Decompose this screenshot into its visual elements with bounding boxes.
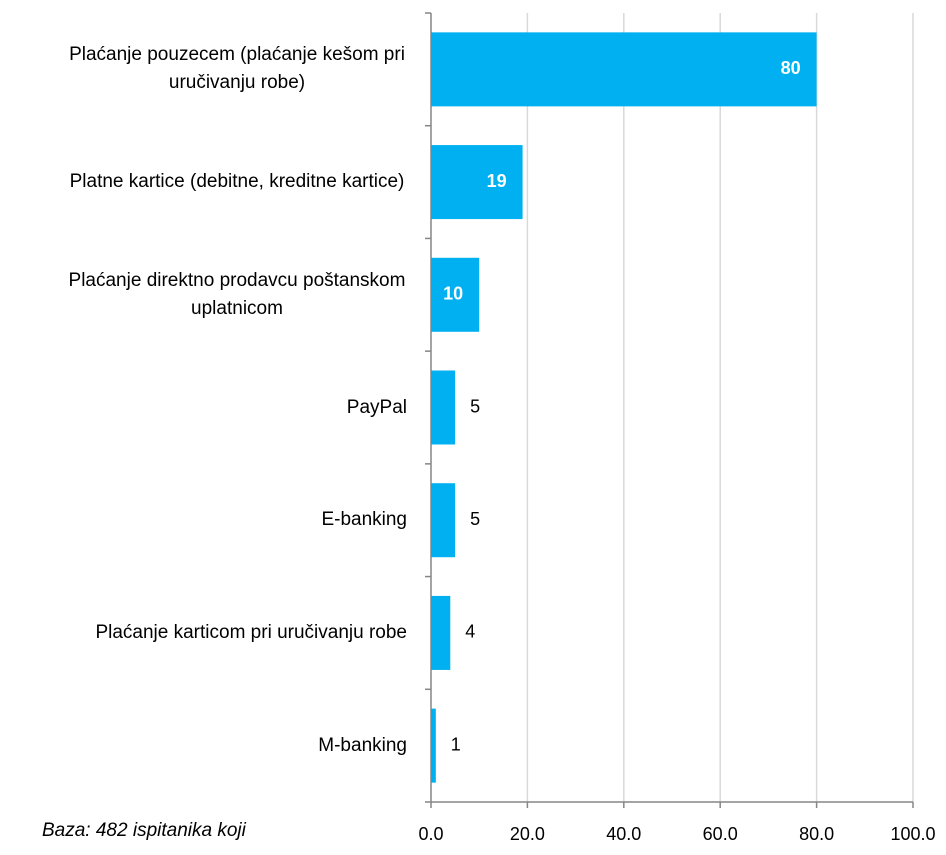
bar (431, 32, 817, 107)
category-label: Plaćanje direktno prodavcu poštanskom up… (68, 269, 406, 319)
note: Baza: 482 ispitanika koji (42, 820, 246, 841)
category-label: M-banking (318, 734, 407, 756)
data-label: 19 (487, 171, 507, 191)
x-tick-label: 80.0 (799, 824, 834, 844)
category-label: Plaćanje karticom pri uručivanju robe (95, 621, 407, 643)
data-label: 5 (470, 396, 480, 416)
category-label: E-banking (321, 509, 407, 531)
category-label: Plaćanje pouzecem (plaćanje kešom pri ur… (69, 44, 405, 94)
x-tick-label: 60.0 (703, 824, 738, 844)
bar (431, 370, 456, 445)
x-tick-label: 0.0 (418, 824, 443, 844)
bar (431, 257, 480, 332)
category-label: Platne kartice (debitne, kreditne kartic… (69, 171, 405, 193)
data-label: 4 (465, 622, 475, 642)
x-tick-label: 100.0 (890, 824, 935, 844)
data-label: 5 (470, 509, 480, 529)
bar (431, 145, 523, 220)
x-tick-label: 20.0 (510, 824, 545, 844)
category-label: PayPal (346, 396, 407, 418)
bar (431, 708, 436, 783)
bar (431, 483, 456, 558)
data-label: 1 (451, 734, 461, 754)
x-tick-label: 40.0 (606, 824, 641, 844)
data-label: 80 (781, 58, 801, 78)
bar (431, 595, 451, 670)
data-label: 10 (443, 284, 463, 304)
